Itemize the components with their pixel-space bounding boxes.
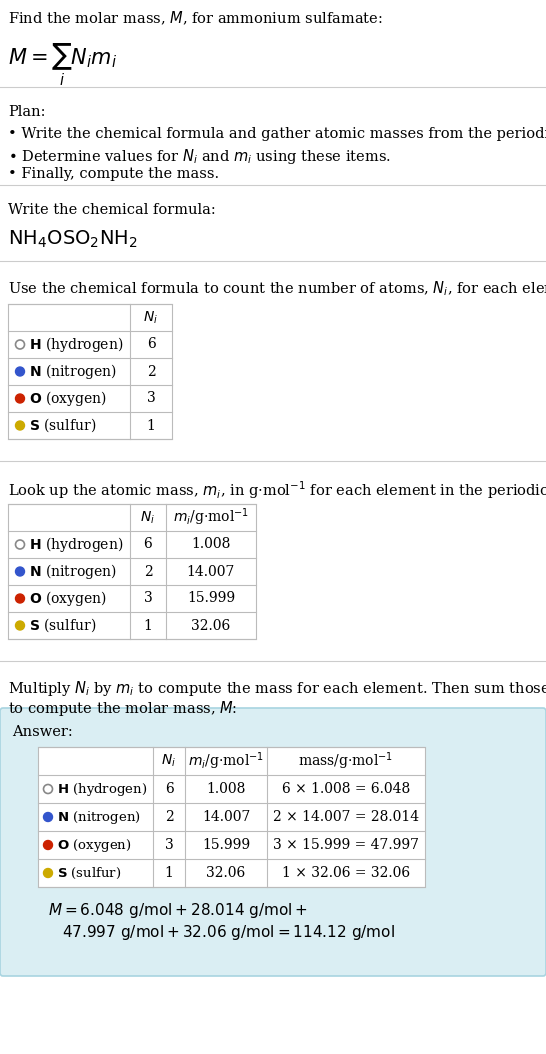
Text: $\mathbf{N}$ (nitrogen): $\mathbf{N}$ (nitrogen) [29, 362, 117, 380]
Circle shape [44, 840, 52, 850]
Text: $\mathbf{H}$ (hydrogen): $\mathbf{H}$ (hydrogen) [57, 781, 147, 798]
Text: 2: 2 [144, 565, 152, 579]
Text: $\mathbf{S}$ (sulfur): $\mathbf{S}$ (sulfur) [57, 865, 121, 880]
Circle shape [15, 621, 25, 630]
Text: Look up the atomic mass, $m_i$, in g$\cdot$mol$^{-1}$ for each element in the pe: Look up the atomic mass, $m_i$, in g$\cd… [8, 479, 546, 501]
Text: $\mathbf{S}$ (sulfur): $\mathbf{S}$ (sulfur) [29, 416, 96, 434]
Text: 2: 2 [147, 365, 156, 378]
Text: $m_i$/g$\cdot$mol$^{-1}$: $m_i$/g$\cdot$mol$^{-1}$ [188, 750, 264, 772]
Text: $\mathbf{H}$ (hydrogen): $\mathbf{H}$ (hydrogen) [29, 535, 123, 554]
Text: 1: 1 [144, 619, 152, 632]
Circle shape [15, 421, 25, 430]
Text: Write the chemical formula:: Write the chemical formula: [8, 203, 216, 217]
Text: $\mathbf{O}$ (oxygen): $\mathbf{O}$ (oxygen) [29, 389, 107, 408]
Text: $\mathbf{S}$ (sulfur): $\mathbf{S}$ (sulfur) [29, 617, 96, 635]
Text: $M = \sum_i N_i m_i$: $M = \sum_i N_i m_i$ [8, 42, 117, 89]
Text: 14.007: 14.007 [187, 565, 235, 579]
Text: $N_i$: $N_i$ [144, 309, 158, 326]
FancyBboxPatch shape [0, 708, 546, 976]
Text: 14.007: 14.007 [202, 811, 250, 824]
Text: 6: 6 [147, 337, 156, 351]
Bar [8, 304, 172, 440]
Text: $m_i$/g$\cdot$mol$^{-1}$: $m_i$/g$\cdot$mol$^{-1}$ [173, 507, 249, 528]
Text: 15.999: 15.999 [202, 838, 250, 852]
Text: 6: 6 [144, 538, 152, 551]
Text: 3: 3 [144, 591, 152, 605]
Text: • Determine values for $N_i$ and $m_i$ using these items.: • Determine values for $N_i$ and $m_i$ u… [8, 147, 391, 165]
Circle shape [15, 394, 25, 403]
Text: $\mathbf{N}$ (nitrogen): $\mathbf{N}$ (nitrogen) [57, 808, 141, 825]
Circle shape [15, 567, 25, 575]
Text: Use the chemical formula to count the number of atoms, $N_i$, for each element:: Use the chemical formula to count the nu… [8, 279, 546, 297]
Text: 2: 2 [165, 811, 174, 824]
Circle shape [15, 594, 25, 603]
Text: 3: 3 [147, 391, 156, 406]
Text: mass/g$\cdot$mol$^{-1}$: mass/g$\cdot$mol$^{-1}$ [299, 750, 394, 772]
Text: 32.06: 32.06 [206, 866, 246, 880]
Text: $N_i$: $N_i$ [162, 753, 176, 769]
Text: Plan:: Plan: [8, 105, 45, 119]
Text: $\mathbf{O}$ (oxygen): $\mathbf{O}$ (oxygen) [57, 837, 132, 854]
Text: 3: 3 [165, 838, 174, 852]
Text: $\mathbf{O}$ (oxygen): $\mathbf{O}$ (oxygen) [29, 589, 107, 608]
Text: 6 × 1.008 = 6.048: 6 × 1.008 = 6.048 [282, 782, 410, 796]
Text: $47.997\ \mathrm{g/mol} + 32.06\ \mathrm{g/mol} = 114.12\ \mathrm{g/mol}$: $47.997\ \mathrm{g/mol} + 32.06\ \mathrm… [62, 923, 395, 942]
Bar [8, 504, 256, 639]
Text: • Finally, compute the mass.: • Finally, compute the mass. [8, 167, 219, 181]
Text: 3 × 15.999 = 47.997: 3 × 15.999 = 47.997 [273, 838, 419, 852]
Text: $N_i$: $N_i$ [140, 509, 156, 526]
Text: 1 × 32.06 = 32.06: 1 × 32.06 = 32.06 [282, 866, 410, 880]
Text: 2 × 14.007 = 28.014: 2 × 14.007 = 28.014 [273, 811, 419, 824]
Text: 15.999: 15.999 [187, 591, 235, 605]
Text: 1: 1 [164, 866, 174, 880]
Text: 1: 1 [146, 418, 156, 432]
Circle shape [44, 813, 52, 821]
Text: 6: 6 [165, 782, 174, 796]
Bar [38, 747, 425, 887]
Text: $\mathrm{NH_4OSO_2NH_2}$: $\mathrm{NH_4OSO_2NH_2}$ [8, 229, 138, 250]
Text: $\mathbf{N}$ (nitrogen): $\mathbf{N}$ (nitrogen) [29, 562, 117, 581]
Text: to compute the molar mass, $M$:: to compute the molar mass, $M$: [8, 699, 238, 718]
Text: 1.008: 1.008 [191, 538, 231, 551]
Text: Answer:: Answer: [12, 725, 73, 739]
Text: Find the molar mass, $M$, for ammonium sulfamate:: Find the molar mass, $M$, for ammonium s… [8, 9, 383, 27]
Circle shape [44, 868, 52, 878]
Text: • Write the chemical formula and gather atomic masses from the periodic table.: • Write the chemical formula and gather … [8, 126, 546, 141]
Text: $\mathbf{H}$ (hydrogen): $\mathbf{H}$ (hydrogen) [29, 335, 123, 354]
Circle shape [15, 340, 25, 349]
Text: 32.06: 32.06 [192, 619, 230, 632]
Circle shape [15, 540, 25, 549]
Circle shape [44, 784, 52, 794]
Text: $M = 6.048\ \mathrm{g/mol} + 28.014\ \mathrm{g/mol} +$: $M = 6.048\ \mathrm{g/mol} + 28.014\ \ma… [48, 901, 308, 920]
Text: 1.008: 1.008 [206, 782, 246, 796]
Circle shape [15, 367, 25, 376]
Text: Multiply $N_i$ by $m_i$ to compute the mass for each element. Then sum those val: Multiply $N_i$ by $m_i$ to compute the m… [8, 679, 546, 698]
